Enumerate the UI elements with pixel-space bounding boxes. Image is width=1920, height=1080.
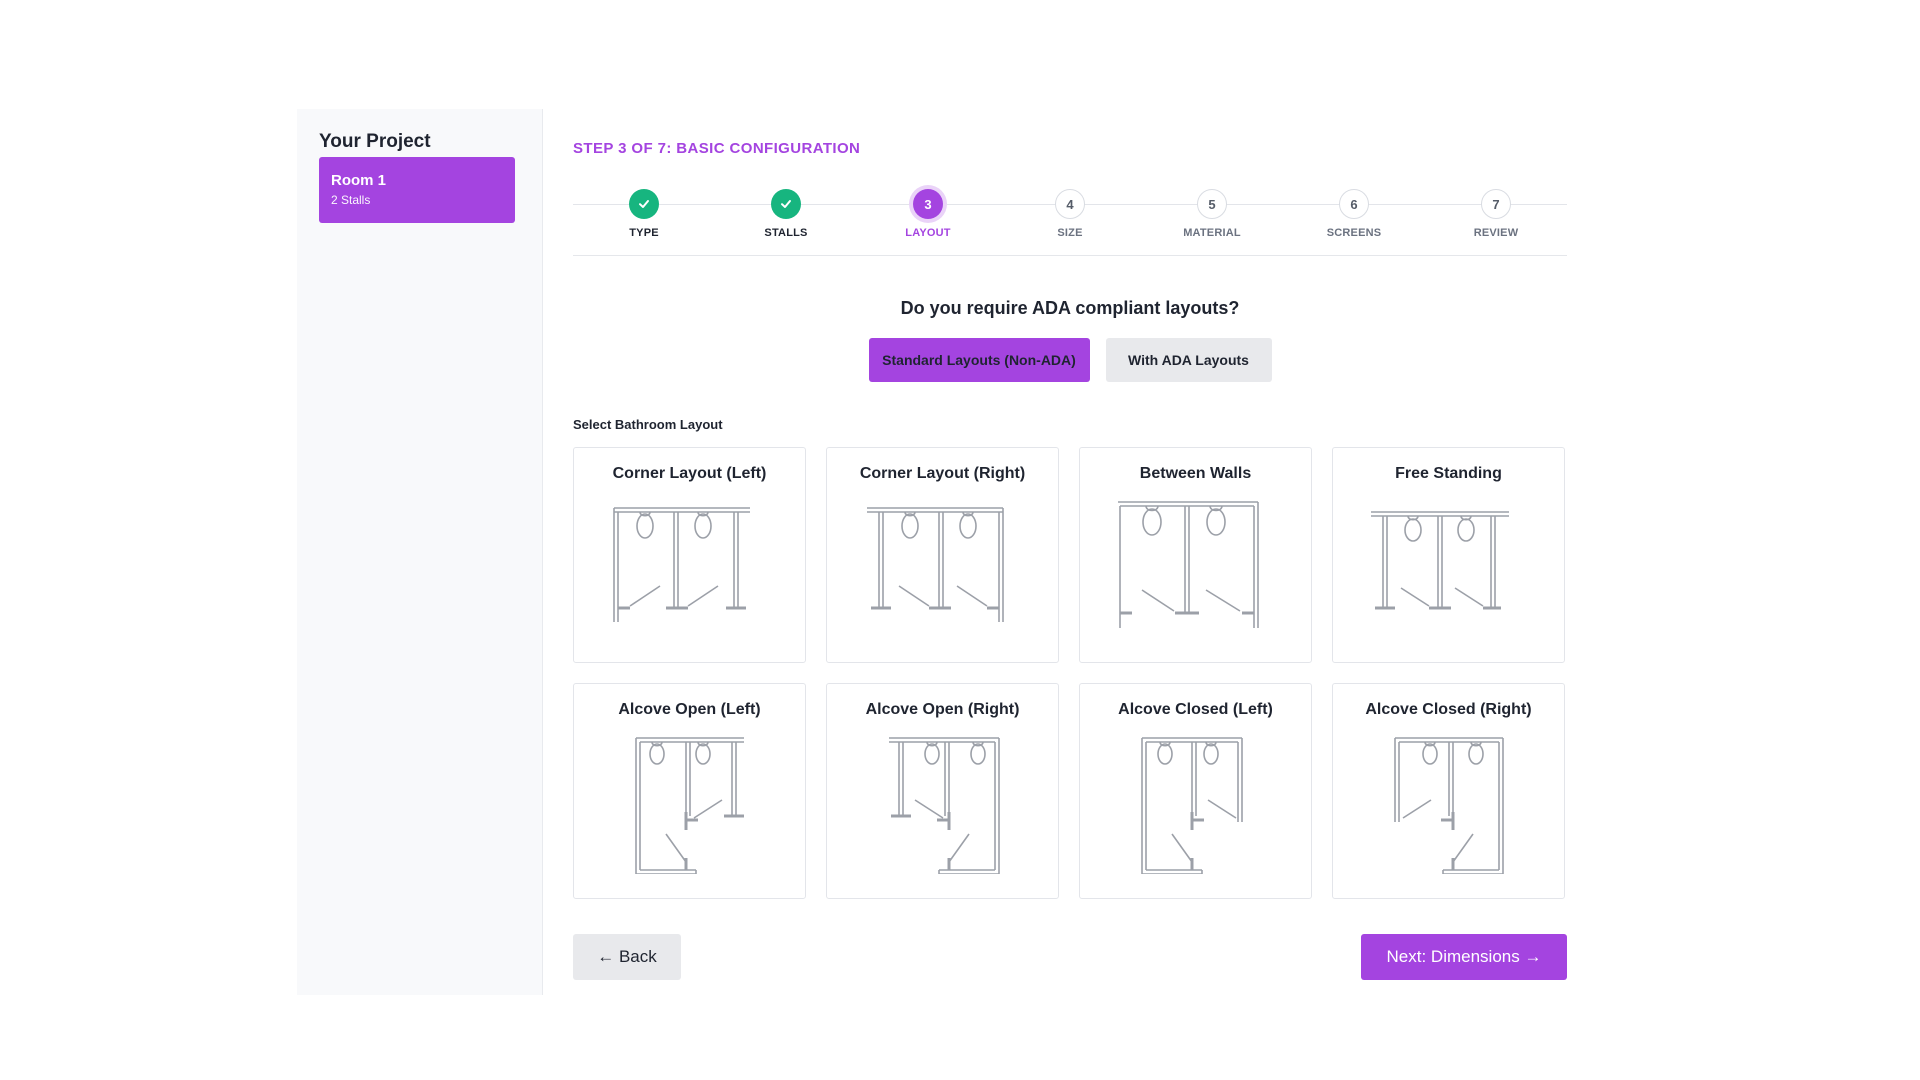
ada-toggle-group: Standard Layouts (Non-ADA) With ADA Layo… xyxy=(573,338,1567,382)
alcove-open-left-diagram xyxy=(635,737,744,874)
layout-card-title: Between Walls xyxy=(1139,465,1252,482)
layout-card-title: Alcove Closed (Right) xyxy=(1365,701,1532,718)
step-layout[interactable]: 3 LAYOUT xyxy=(883,189,973,239)
project-sidebar: Your Project Room 1 2 Stalls xyxy=(297,109,543,995)
layout-card-title: Alcove Open (Right) xyxy=(865,701,1020,718)
stepper-divider xyxy=(573,255,1567,256)
next-dimensions-button[interactable]: Next: Dimensions → xyxy=(1361,934,1567,980)
room-name: Room 1 xyxy=(331,172,387,189)
alcove-closed-right-diagram xyxy=(1394,737,1504,874)
layout-card-alcove-open-left[interactable]: Alcove Open (Left) xyxy=(573,683,806,899)
check-icon xyxy=(771,189,801,219)
between-walls-diagram xyxy=(1118,501,1259,628)
step-label: STEP 3 OF 7: BASIC CONFIGURATION xyxy=(573,140,861,157)
layout-card-alcove-open-right[interactable]: Alcove Open (Right) xyxy=(826,683,1059,899)
ada-question: Do you require ADA compliant layouts? xyxy=(900,298,1240,318)
corner-layout-right-diagram xyxy=(867,507,1004,622)
layout-card-title: Free Standing xyxy=(1395,465,1502,482)
standard-layouts-button[interactable]: Standard Layouts (Non-ADA) xyxy=(868,338,1090,382)
layout-section-label: Select Bathroom Layout xyxy=(573,417,723,432)
layout-card-free-standing[interactable]: Free Standing xyxy=(1332,447,1565,663)
layout-card-corner-left[interactable]: Corner Layout (Left) xyxy=(573,447,806,663)
layout-card-between-walls[interactable]: Between Walls xyxy=(1079,447,1312,663)
room-card-room-1[interactable]: Room 1 2 Stalls xyxy=(319,157,515,223)
layout-card-alcove-closed-right[interactable]: Alcove Closed (Right) xyxy=(1332,683,1565,899)
step-label-type: TYPE xyxy=(629,227,659,239)
back-button[interactable]: ← Back xyxy=(573,934,681,980)
free-standing-diagram xyxy=(1371,511,1509,610)
sidebar-title: Your Project xyxy=(319,131,431,152)
step-type[interactable]: TYPE xyxy=(599,189,689,239)
corner-layout-left-diagram xyxy=(613,507,750,622)
step-label-stalls: STALLS xyxy=(764,227,808,239)
step-label-size: SIZE xyxy=(1057,227,1083,239)
step-screens[interactable]: 6 SCREENS xyxy=(1309,189,1399,239)
step-label-screens: SCREENS xyxy=(1326,227,1382,239)
layout-card-alcove-closed-left[interactable]: Alcove Closed (Left) xyxy=(1079,683,1312,899)
layout-card-corner-right[interactable]: Corner Layout (Right) xyxy=(826,447,1059,663)
step-number-6: 6 xyxy=(1339,189,1369,219)
step-size[interactable]: 4 SIZE xyxy=(1025,189,1115,239)
layout-card-title: Alcove Open (Left) xyxy=(618,701,761,718)
step-material[interactable]: 5 MATERIAL xyxy=(1167,189,1257,239)
alcove-closed-left-diagram xyxy=(1141,737,1243,874)
alcove-open-right-diagram xyxy=(889,737,1000,874)
layout-card-title: Corner Layout (Left) xyxy=(612,465,767,482)
step-number-4: 4 xyxy=(1055,189,1085,219)
step-number-7: 7 xyxy=(1481,189,1511,219)
room-stall-count: 2 Stalls xyxy=(331,193,371,207)
wizard-stepper: TYPE STALLS 3 LAYOUT 4 SIZE 5 MATERIAL 6… xyxy=(573,181,1567,265)
step-label-layout: LAYOUT xyxy=(905,227,951,239)
step-label-material: MATERIAL xyxy=(1183,227,1241,239)
check-icon xyxy=(629,189,659,219)
step-stalls[interactable]: STALLS xyxy=(741,189,831,239)
layout-card-title: Corner Layout (Right) xyxy=(859,465,1026,482)
ada-layouts-button[interactable]: With ADA Layouts xyxy=(1105,338,1272,382)
step-review[interactable]: 7 REVIEW xyxy=(1451,189,1541,239)
layout-card-title: Alcove Closed (Left) xyxy=(1118,701,1273,718)
step-number-5: 5 xyxy=(1197,189,1227,219)
step-label-review: REVIEW xyxy=(1473,227,1519,239)
step-number-3: 3 xyxy=(913,189,943,219)
